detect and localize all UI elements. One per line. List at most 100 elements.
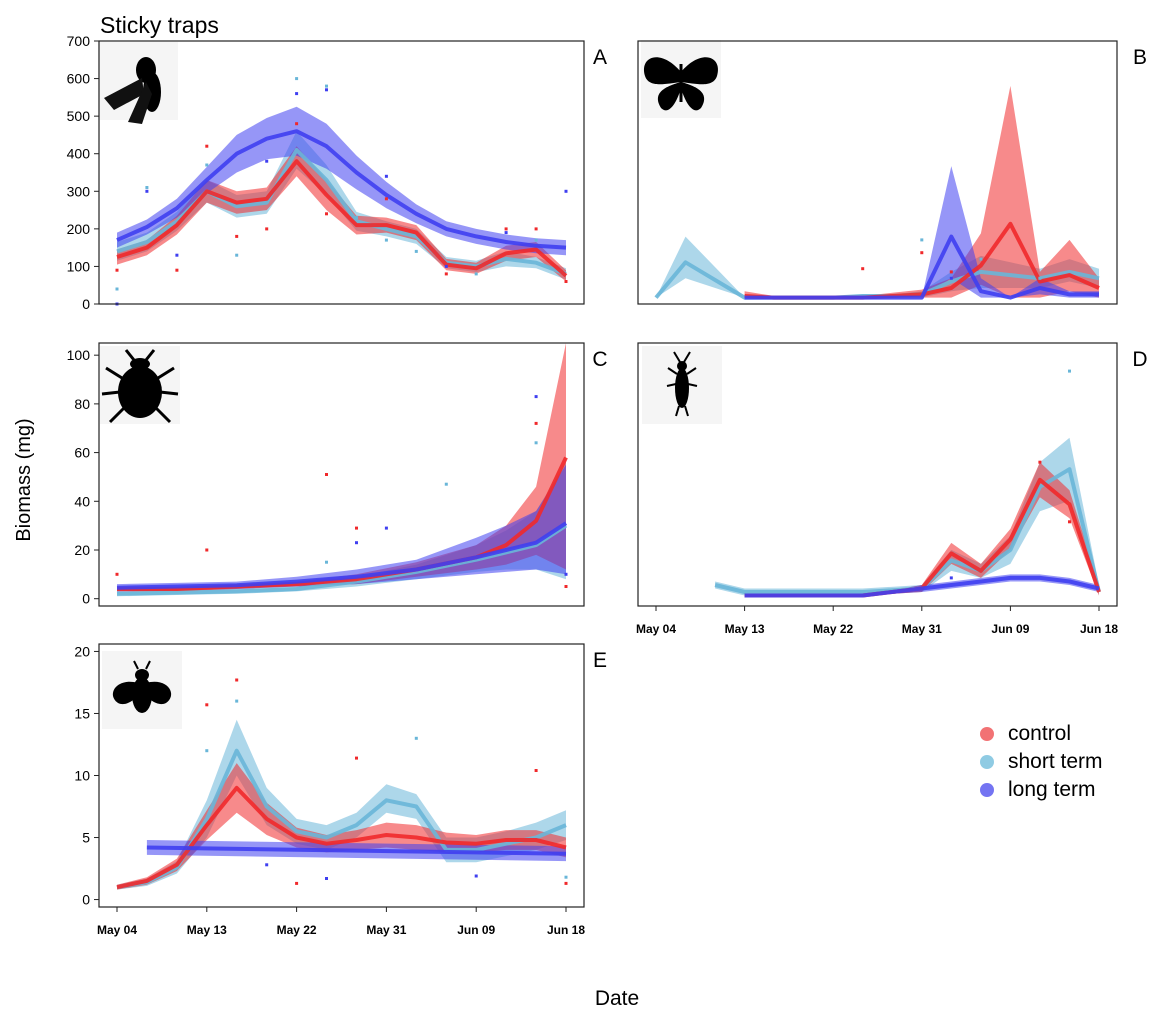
beetle-leg	[108, 406, 126, 424]
line-long-term	[116, 129, 567, 250]
earwig-body	[675, 368, 689, 408]
point-short-term	[235, 253, 239, 257]
panel-b: B	[637, 40, 1147, 305]
legend-dot-control	[980, 727, 994, 741]
point-control	[355, 526, 358, 530]
y-tick-label: 60	[74, 445, 90, 461]
y-tick-label: 700	[67, 33, 91, 49]
x-tick-label: May 31	[366, 923, 406, 937]
point-short-term	[534, 238, 538, 242]
band-long-term	[117, 464, 566, 592]
bee-wing-right	[144, 681, 172, 705]
bee-icon	[112, 660, 172, 713]
point-long-term	[444, 264, 448, 268]
point-control	[861, 267, 865, 271]
point-long-term	[265, 863, 269, 867]
point-long-term	[325, 88, 328, 92]
x-tick-label: May 31	[902, 622, 942, 636]
point-control	[205, 144, 209, 148]
point-short-term	[145, 186, 149, 189]
plot-frame	[637, 40, 1118, 305]
bee-wing-left	[112, 681, 140, 705]
point-short-term	[534, 441, 538, 445]
earwig-head	[677, 361, 687, 371]
point-control	[235, 234, 239, 238]
earwig-leg	[684, 405, 689, 417]
point-long-term	[949, 576, 953, 580]
point-short-term	[384, 238, 388, 242]
point-control	[504, 227, 508, 231]
y-tick-label: 40	[74, 493, 90, 509]
y-tick-label: 80	[74, 396, 90, 412]
earwig-icon	[666, 351, 698, 417]
line-long-term	[744, 575, 1100, 598]
point-long-term	[534, 395, 538, 399]
point-control	[1068, 520, 1071, 524]
band-short-term	[117, 719, 566, 890]
legend-dot-short-term	[980, 755, 994, 769]
x-tick-label: Jun 18	[1080, 622, 1118, 636]
x-tick-label: May 13	[725, 622, 765, 636]
point-short-term	[474, 272, 478, 276]
point-control	[265, 227, 269, 231]
point-short-term	[235, 699, 239, 703]
point-long-term	[175, 253, 179, 257]
y-tick-label: 400	[67, 146, 91, 162]
beetle-leg	[154, 406, 172, 424]
plot-frame	[98, 342, 585, 607]
butterfly-lower-right-wing	[681, 82, 705, 111]
y-tick-label: 300	[67, 183, 91, 199]
bee-head	[135, 669, 149, 681]
legend-label-short-term: short term	[1008, 750, 1103, 773]
point-control	[534, 769, 538, 772]
point-control	[325, 212, 328, 216]
line-long-term	[146, 845, 567, 856]
point-control	[564, 881, 568, 885]
y-tick-label: 200	[67, 221, 91, 237]
band-control	[744, 85, 1099, 298]
panel-letter: E	[593, 649, 607, 672]
point-control	[949, 270, 953, 274]
y-tick-label: 600	[67, 71, 91, 87]
panel-letter: D	[1132, 348, 1147, 371]
y-tick-label: 10	[74, 768, 90, 784]
legend-dot-long-term	[980, 783, 994, 797]
figure-title: Sticky traps	[100, 12, 219, 38]
beetle-leg	[124, 349, 136, 361]
point-short-term	[205, 163, 209, 167]
beetle-icon	[101, 349, 179, 424]
x-tick-label: May 22	[277, 923, 317, 937]
beetle-body	[118, 366, 162, 418]
legend-label-long-term: long term	[1008, 778, 1096, 801]
point-long-term	[325, 877, 328, 880]
panel-e: E 0 5 10 15 20 May 04 May 13 May 22 May 31 Jun 09 J…	[74, 643, 607, 937]
point-control	[384, 197, 388, 201]
point-control	[205, 548, 209, 552]
point-short-term	[414, 736, 418, 740]
legend-item-control: control	[980, 720, 1103, 748]
point-short-term	[325, 84, 328, 88]
legend-item-long-term: long term	[980, 776, 1103, 804]
point-long-term	[295, 92, 299, 96]
fly-wing-left	[104, 78, 144, 110]
point-control	[295, 122, 299, 126]
y-tick-label: 0	[82, 892, 90, 908]
x-tick-label: May 13	[187, 923, 227, 937]
butterfly-icon	[643, 57, 719, 111]
point-short-term	[295, 77, 299, 81]
line-control	[116, 159, 568, 278]
point-short-term	[979, 257, 983, 261]
earwig-leg	[673, 351, 681, 363]
y-tick-label: 100	[67, 347, 91, 363]
point-control	[564, 280, 568, 283]
x-tick-label: Jun 18	[547, 923, 585, 937]
bee-antennae	[133, 660, 151, 670]
panel-a: A 0 100 200 300 400 500 600 700	[67, 33, 607, 312]
x-axis-label: Date	[595, 987, 639, 1010]
point-control	[175, 268, 179, 272]
butterfly-body	[679, 64, 683, 102]
y-tick-label: 20	[74, 542, 90, 558]
point-short-term	[564, 875, 568, 879]
beetle-leg	[144, 349, 156, 361]
